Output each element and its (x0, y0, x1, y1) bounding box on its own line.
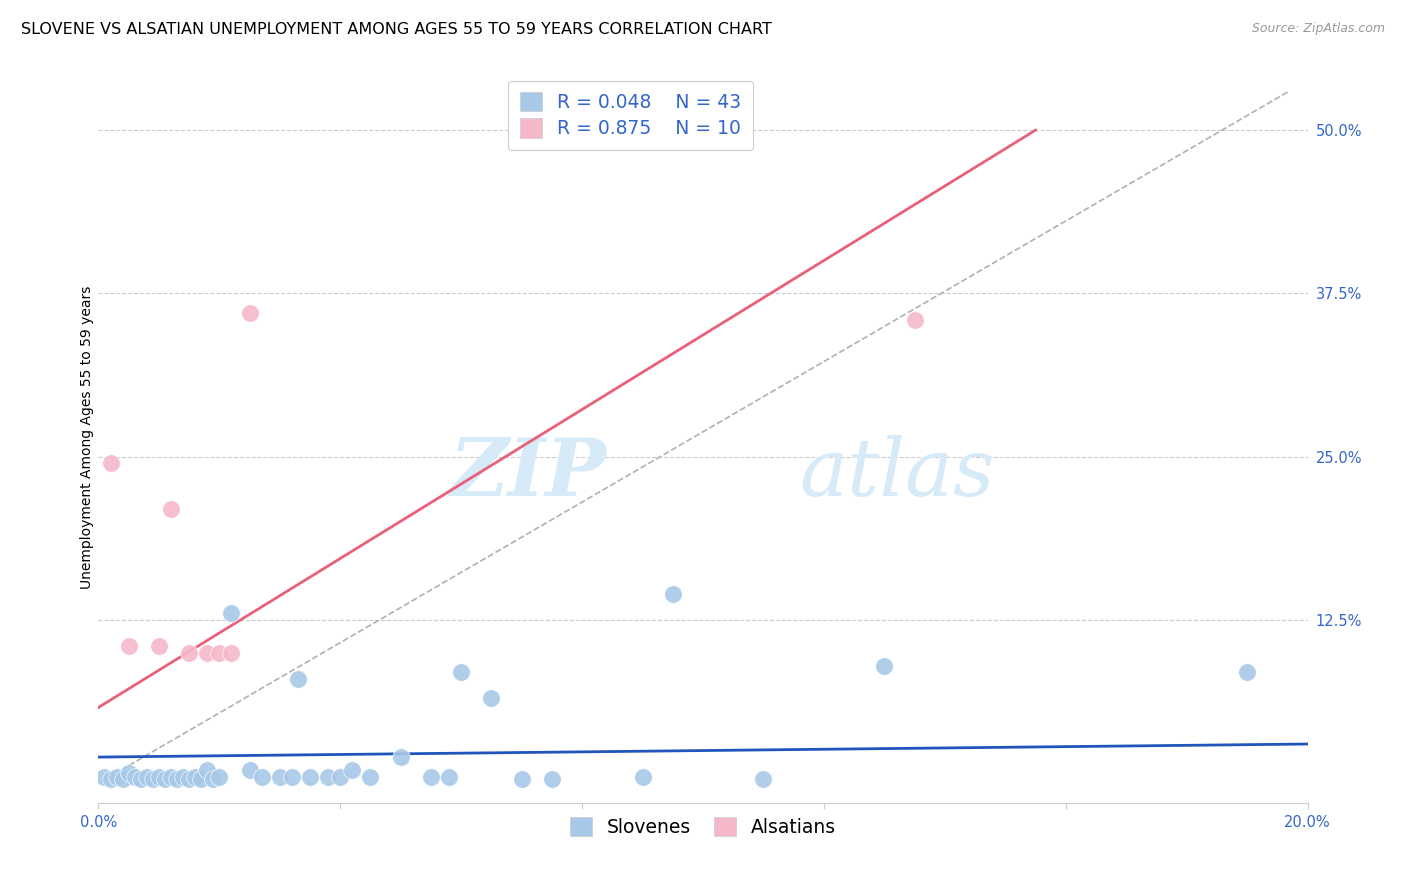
Point (221, 607, 243, 621)
Point (148, 639, 170, 653)
Point (239, 306, 262, 320)
Point (904, 312, 927, 326)
Point (239, 763, 262, 777)
Point (208, 646, 231, 660)
Point (661, 587, 683, 601)
Point (450, 665, 472, 680)
Point (631, 770, 654, 784)
Point (124, 770, 146, 784)
Text: atlas: atlas (800, 435, 995, 512)
Point (481, 691, 503, 706)
Point (153, 772, 176, 787)
Point (179, 646, 201, 660)
Point (172, 770, 194, 784)
Point (111, 772, 134, 787)
Point (342, 763, 364, 777)
Point (148, 770, 170, 784)
Point (160, 770, 183, 784)
Point (160, 502, 183, 516)
Point (873, 658, 896, 673)
Point (221, 646, 243, 660)
Point (118, 765, 141, 780)
Point (100, 772, 122, 787)
Legend: Slovenes, Alsatians: Slovenes, Alsatians (562, 810, 844, 845)
Point (142, 772, 165, 787)
Text: SLOVENE VS ALSATIAN UNEMPLOYMENT AMONG AGES 55 TO 59 YEARS CORRELATION CHART: SLOVENE VS ALSATIAN UNEMPLOYMENT AMONG A… (21, 22, 772, 37)
Point (299, 770, 322, 784)
Text: ZIP: ZIP (450, 435, 606, 512)
Point (184, 770, 207, 784)
Point (190, 772, 212, 787)
Point (269, 770, 291, 784)
Point (540, 772, 562, 787)
Point (195, 646, 218, 660)
Point (329, 770, 352, 784)
Point (250, 770, 273, 784)
Point (100, 456, 122, 470)
Point (166, 772, 188, 787)
Point (93, 770, 115, 784)
Point (195, 763, 218, 777)
Point (420, 770, 443, 784)
Point (105, 770, 128, 784)
Point (202, 772, 225, 787)
Point (360, 770, 382, 784)
Point (1236, 665, 1258, 680)
Point (437, 770, 460, 784)
Point (752, 772, 775, 787)
Point (129, 772, 152, 787)
Point (281, 770, 304, 784)
Y-axis label: Unemployment Among Ages 55 to 59 years: Unemployment Among Ages 55 to 59 years (80, 285, 94, 589)
Point (208, 770, 231, 784)
Point (118, 639, 141, 653)
Point (135, 770, 157, 784)
Point (316, 770, 339, 784)
Text: Source: ZipAtlas.com: Source: ZipAtlas.com (1251, 22, 1385, 36)
Point (510, 772, 533, 787)
Point (287, 672, 309, 686)
Point (179, 772, 201, 787)
Point (389, 750, 412, 764)
